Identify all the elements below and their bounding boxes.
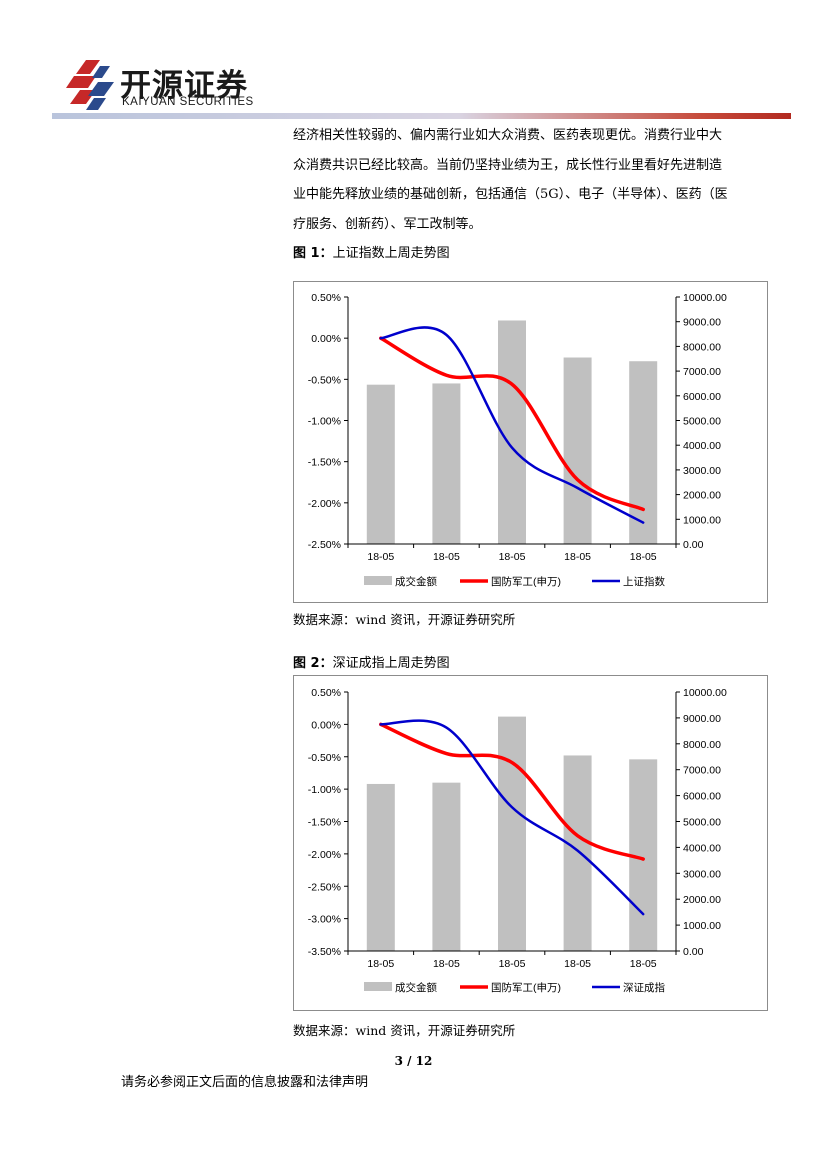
- chart-bar: [629, 361, 658, 544]
- paragraph-line: 众消费共识已经比较高。当前仍坚持业绩为王，成长性行业里看好先进制造: [293, 157, 723, 173]
- chart-bar: [432, 782, 461, 951]
- company-logo: 开源证券 KAIYUAN SECURITIES: [66, 58, 266, 112]
- chart-bar: [498, 716, 526, 951]
- chart-bar: [366, 384, 395, 544]
- right-y-tick-label: 8000.00: [683, 341, 721, 353]
- left-y-tick-label: -1.00%: [308, 784, 341, 796]
- logo-chinese-name: 开源证券: [120, 68, 248, 104]
- chart-bar: [563, 755, 592, 951]
- left-y-tick-label: 0.50%: [311, 687, 341, 699]
- right-y-tick-label: 1000.00: [683, 920, 721, 932]
- x-tick-label: 18-05: [367, 551, 394, 563]
- x-tick-label: 18-05: [499, 551, 526, 563]
- figure2-title: 深证成指上周走势图: [332, 656, 450, 671]
- figure2-chart: 0.50% 0.00% -0.50% -1.00% -1.50% -2.00% -2.50%…: [293, 675, 768, 1011]
- figure2-source: 数据来源：wind 资讯，开源证券研究所: [293, 1023, 516, 1038]
- right-y-tick-label: 7000.00: [683, 765, 721, 777]
- right-y-tick-label: 2000.00: [683, 490, 721, 502]
- series-line-defense: [379, 722, 645, 861]
- right-y-tick-label: 9000.00: [683, 713, 721, 725]
- series-line-index: [379, 719, 645, 916]
- legend-label: 成交金额: [395, 575, 437, 588]
- legend-swatch-bar: [364, 982, 392, 991]
- x-tick-label: 18-05: [499, 958, 526, 970]
- right-y-tick-label: 6000.00: [683, 791, 721, 803]
- series-line-defense: [379, 336, 645, 512]
- left-y-tick-label: -2.00%: [308, 498, 341, 510]
- series-line-index: [379, 326, 645, 524]
- x-tick-label: 18-05: [630, 551, 657, 563]
- x-tick-label: 18-05: [433, 551, 460, 563]
- left-y-tick-label: -1.50%: [308, 817, 341, 829]
- right-y-tick-label: 3000.00: [683, 465, 721, 477]
- right-y-tick-label: 0.00: [683, 946, 704, 958]
- right-y-tick-label: 0.00: [683, 539, 704, 551]
- legend-label: 上证指数: [623, 575, 665, 588]
- x-tick-label: 18-05: [367, 958, 394, 970]
- figure2-chart-svg: 0.50% 0.00% -0.50% -1.00% -1.50% -2.00% -2.50%…: [308, 687, 727, 994]
- legend-swatch-bar: [364, 576, 392, 585]
- left-y-tick-label: 0.00%: [311, 333, 341, 345]
- header-divider-bar: [52, 113, 791, 119]
- right-y-tick-label: 5000.00: [683, 817, 721, 829]
- figure1-source: 数据来源：wind 资讯，开源证券研究所: [293, 612, 516, 627]
- right-y-tick-label: 9000.00: [683, 317, 721, 329]
- page-number: 3 / 12: [394, 1054, 433, 1068]
- logo-english-name: KAIYUAN SECURITIES: [122, 96, 254, 108]
- right-y-tick-label: 10000.00: [683, 292, 727, 304]
- legend-label: 国防军工(申万): [491, 981, 561, 994]
- chart-bar: [563, 357, 592, 544]
- x-tick-label: 18-05: [564, 958, 591, 970]
- left-y-tick-label: -0.50%: [308, 752, 341, 764]
- figure2-caption: 图 2：深证成指上周走势图: [293, 652, 450, 671]
- right-y-tick-label: 5000.00: [683, 416, 721, 428]
- left-y-tick-label: -2.50%: [308, 881, 341, 893]
- logo-mark-icon: [66, 60, 114, 110]
- legend-label: 深证成指: [623, 981, 665, 994]
- left-y-tick-label: 0.50%: [311, 292, 341, 304]
- right-y-tick-label: 3000.00: [683, 868, 721, 880]
- figure1-chart: 0.50% 0.00% -0.50% -1.00% -1.50% -2.00% -2.50%…: [293, 281, 768, 603]
- left-y-tick-label: -2.00%: [308, 849, 341, 861]
- left-y-tick-label: 0.00%: [311, 719, 341, 731]
- right-y-tick-label: 4000.00: [683, 440, 721, 452]
- chart-bar: [366, 783, 395, 951]
- right-y-tick-label: 2000.00: [683, 894, 721, 906]
- right-y-tick-label: 10000.00: [683, 687, 727, 699]
- figure1-label: 图 1：: [293, 246, 333, 261]
- right-y-tick-label: 6000.00: [683, 391, 721, 403]
- right-y-tick-label: 7000.00: [683, 366, 721, 378]
- x-tick-label: 18-05: [564, 551, 591, 563]
- figure1-caption: 图 1：上证指数上周走势图: [293, 242, 450, 261]
- figure1-chart-svg: 0.50% 0.00% -0.50% -1.00% -1.50% -2.00% -2.50%…: [308, 292, 727, 588]
- legend-label: 成交金额: [395, 981, 437, 994]
- figure1-title: 上证指数上周走势图: [332, 246, 450, 261]
- x-tick-label: 18-05: [630, 958, 657, 970]
- figure2-label: 图 2：: [293, 656, 333, 671]
- left-y-tick-label: -1.50%: [308, 457, 341, 469]
- left-y-tick-label: -0.50%: [308, 374, 341, 386]
- chart-bar: [432, 383, 461, 544]
- left-y-tick-label: -1.00%: [308, 416, 341, 428]
- right-y-tick-label: 1000.00: [683, 514, 721, 526]
- left-y-tick-label: -3.50%: [308, 946, 341, 958]
- left-y-tick-label: -2.50%: [308, 539, 341, 551]
- left-y-tick-label: -3.00%: [308, 914, 341, 926]
- footer-disclaimer: 请务必参阅正文后面的信息披露和法律声明: [121, 1075, 369, 1090]
- body-paragraph: 经济相关性较弱的、偏内需行业如大众消费、医药表现更优。消费行业中大 众消费共识已…: [293, 121, 773, 239]
- paragraph-line: 经济相关性较弱的、偏内需行业如大众消费、医药表现更优。消费行业中大: [293, 128, 723, 143]
- right-y-tick-label: 8000.00: [683, 739, 721, 751]
- x-tick-label: 18-05: [433, 958, 460, 970]
- paragraph-line: 疗服务、创新药）、军工改制等。: [293, 216, 482, 232]
- legend-label: 国防军工(申万): [491, 575, 561, 588]
- right-y-tick-label: 4000.00: [683, 842, 721, 854]
- paragraph-line: 业中能先释放业绩的基础创新，包括通信（5G）、电子（半导体）、医药（医: [293, 187, 728, 202]
